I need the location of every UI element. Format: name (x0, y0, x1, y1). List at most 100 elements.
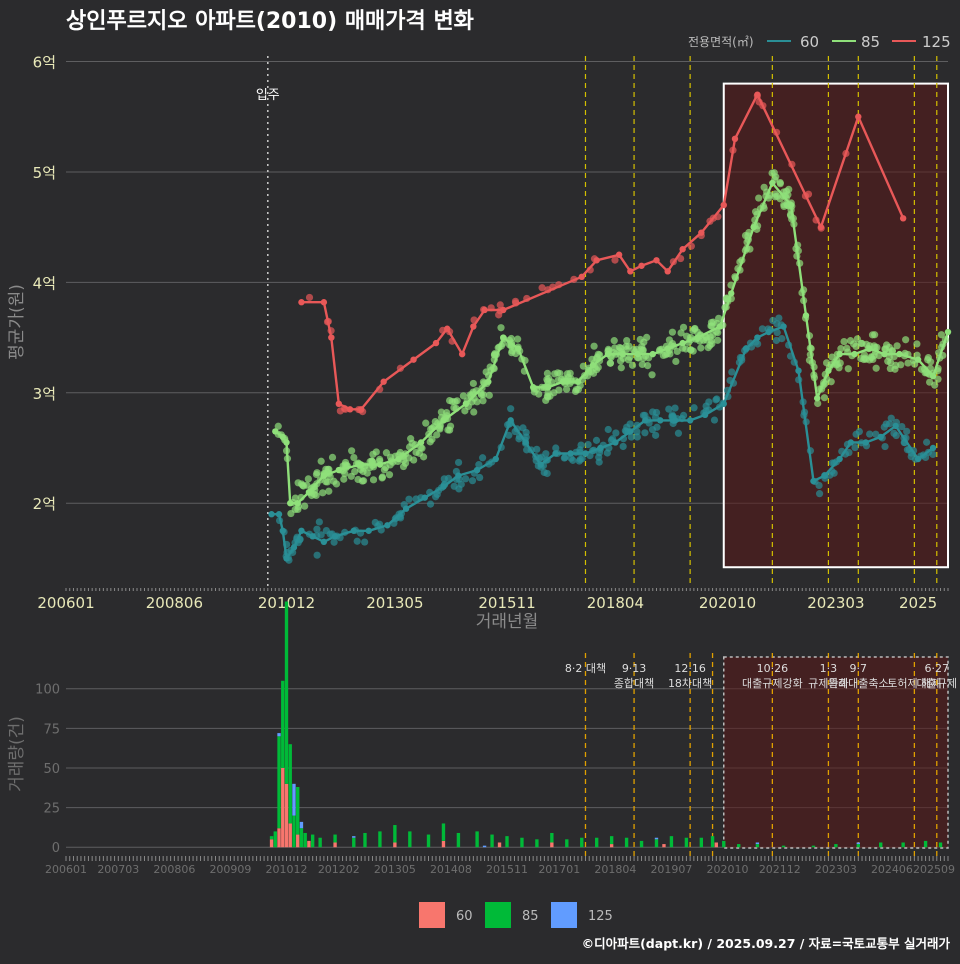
point-60 (405, 495, 413, 503)
point-85 (514, 335, 522, 343)
point-60 (649, 408, 657, 416)
bar-85 (550, 832, 554, 843)
bar-highlight-box (723, 656, 949, 849)
point-85 (596, 351, 604, 359)
point-85 (871, 331, 879, 339)
vertex-125 (500, 306, 507, 314)
point-60 (371, 518, 379, 527)
bar-85 (393, 825, 397, 843)
policy-label: 종합대책 (614, 677, 654, 690)
bar-60 (550, 842, 554, 848)
bar-85 (288, 744, 292, 824)
vertex-85 (750, 223, 757, 231)
vertex-85 (896, 350, 903, 358)
vertex-60 (754, 334, 761, 341)
bar-85 (363, 832, 367, 848)
point-85 (639, 346, 647, 354)
policy-label: 1·3 (820, 662, 838, 675)
point-85 (643, 333, 651, 342)
bar-85 (669, 836, 674, 848)
vertex-85 (358, 461, 365, 468)
vertex-85 (649, 350, 656, 358)
policy-label: 9·13 (622, 662, 647, 675)
bar-60 (288, 823, 292, 848)
vertex-85 (417, 439, 425, 446)
point-60 (317, 531, 325, 539)
point-85 (325, 487, 333, 495)
point-85 (904, 359, 912, 367)
bar-60 (393, 842, 397, 848)
bar-x-tick-label: 200806 (153, 863, 195, 876)
legend-bottom-label-60: 60 (456, 909, 473, 924)
point-85 (312, 470, 321, 479)
y-tick-label: 5억 (33, 164, 56, 182)
bar-85 (475, 831, 479, 848)
point-85 (317, 457, 325, 465)
point-85 (814, 399, 822, 408)
vertex-60 (582, 450, 589, 457)
vertex-125 (470, 323, 477, 330)
point-60 (440, 475, 448, 483)
bar-85 (520, 837, 524, 848)
bar-85 (654, 839, 659, 848)
bar-85 (456, 832, 461, 848)
point-85 (707, 318, 716, 327)
series-60 (268, 314, 937, 564)
point-60 (887, 414, 895, 422)
y-tick-label: 4억 (33, 274, 56, 292)
vertex-85 (440, 417, 447, 424)
point-85 (628, 361, 637, 369)
point-60 (872, 430, 880, 438)
point-60 (584, 440, 592, 449)
point-60 (773, 328, 781, 337)
point-60 (627, 433, 635, 441)
point-85 (470, 408, 478, 416)
vertex-85 (802, 312, 810, 319)
point-60 (475, 461, 483, 469)
point-125 (496, 301, 504, 309)
bar-85 (284, 601, 289, 784)
vertex-125 (328, 334, 335, 341)
point-85 (673, 347, 681, 356)
bar-85 (296, 787, 300, 835)
policy-label: 대출규제 (917, 677, 957, 690)
bar-85 (565, 839, 569, 848)
point-85 (294, 479, 302, 487)
point-85 (760, 183, 768, 191)
point-60 (457, 480, 465, 488)
vertex-125 (346, 406, 354, 413)
bar-x-tick-label: 202406 (871, 863, 913, 876)
series-125 (298, 91, 907, 416)
point-85 (376, 455, 384, 464)
point-85 (897, 361, 905, 369)
vertex-125 (731, 135, 739, 143)
x-tick-label: 201804 (587, 594, 644, 612)
point-85 (535, 390, 543, 398)
point-60 (561, 453, 569, 462)
point-60 (454, 458, 463, 467)
point-85 (341, 470, 349, 478)
vertex-85 (944, 328, 952, 336)
bar-85 (856, 844, 860, 848)
bar-125 (299, 821, 304, 829)
credit-text: ©디아파트(dapt.kr) / 2025.09.27 / 자료=국토교통부 실… (582, 936, 951, 951)
vertex-85 (929, 373, 937, 380)
price-chart: 2억3억4억5억6억입주2006012008062010122013052015… (7, 54, 952, 632)
point-85 (697, 344, 705, 352)
point-85 (369, 476, 378, 484)
bar-85 (580, 837, 584, 848)
y-tick-label: 6억 (33, 54, 56, 72)
point-85 (606, 359, 615, 367)
point-85 (401, 459, 410, 467)
point-60 (866, 430, 874, 438)
point-60 (639, 411, 648, 419)
vertex-60 (742, 345, 750, 352)
point-60 (432, 493, 440, 501)
point-60 (505, 431, 513, 439)
point-85 (433, 431, 441, 439)
point-60 (690, 404, 698, 412)
bar-85 (737, 844, 741, 848)
vertex-60 (929, 444, 937, 452)
point-85 (610, 337, 618, 345)
bar-x-tick-label: 202303 (815, 863, 857, 876)
